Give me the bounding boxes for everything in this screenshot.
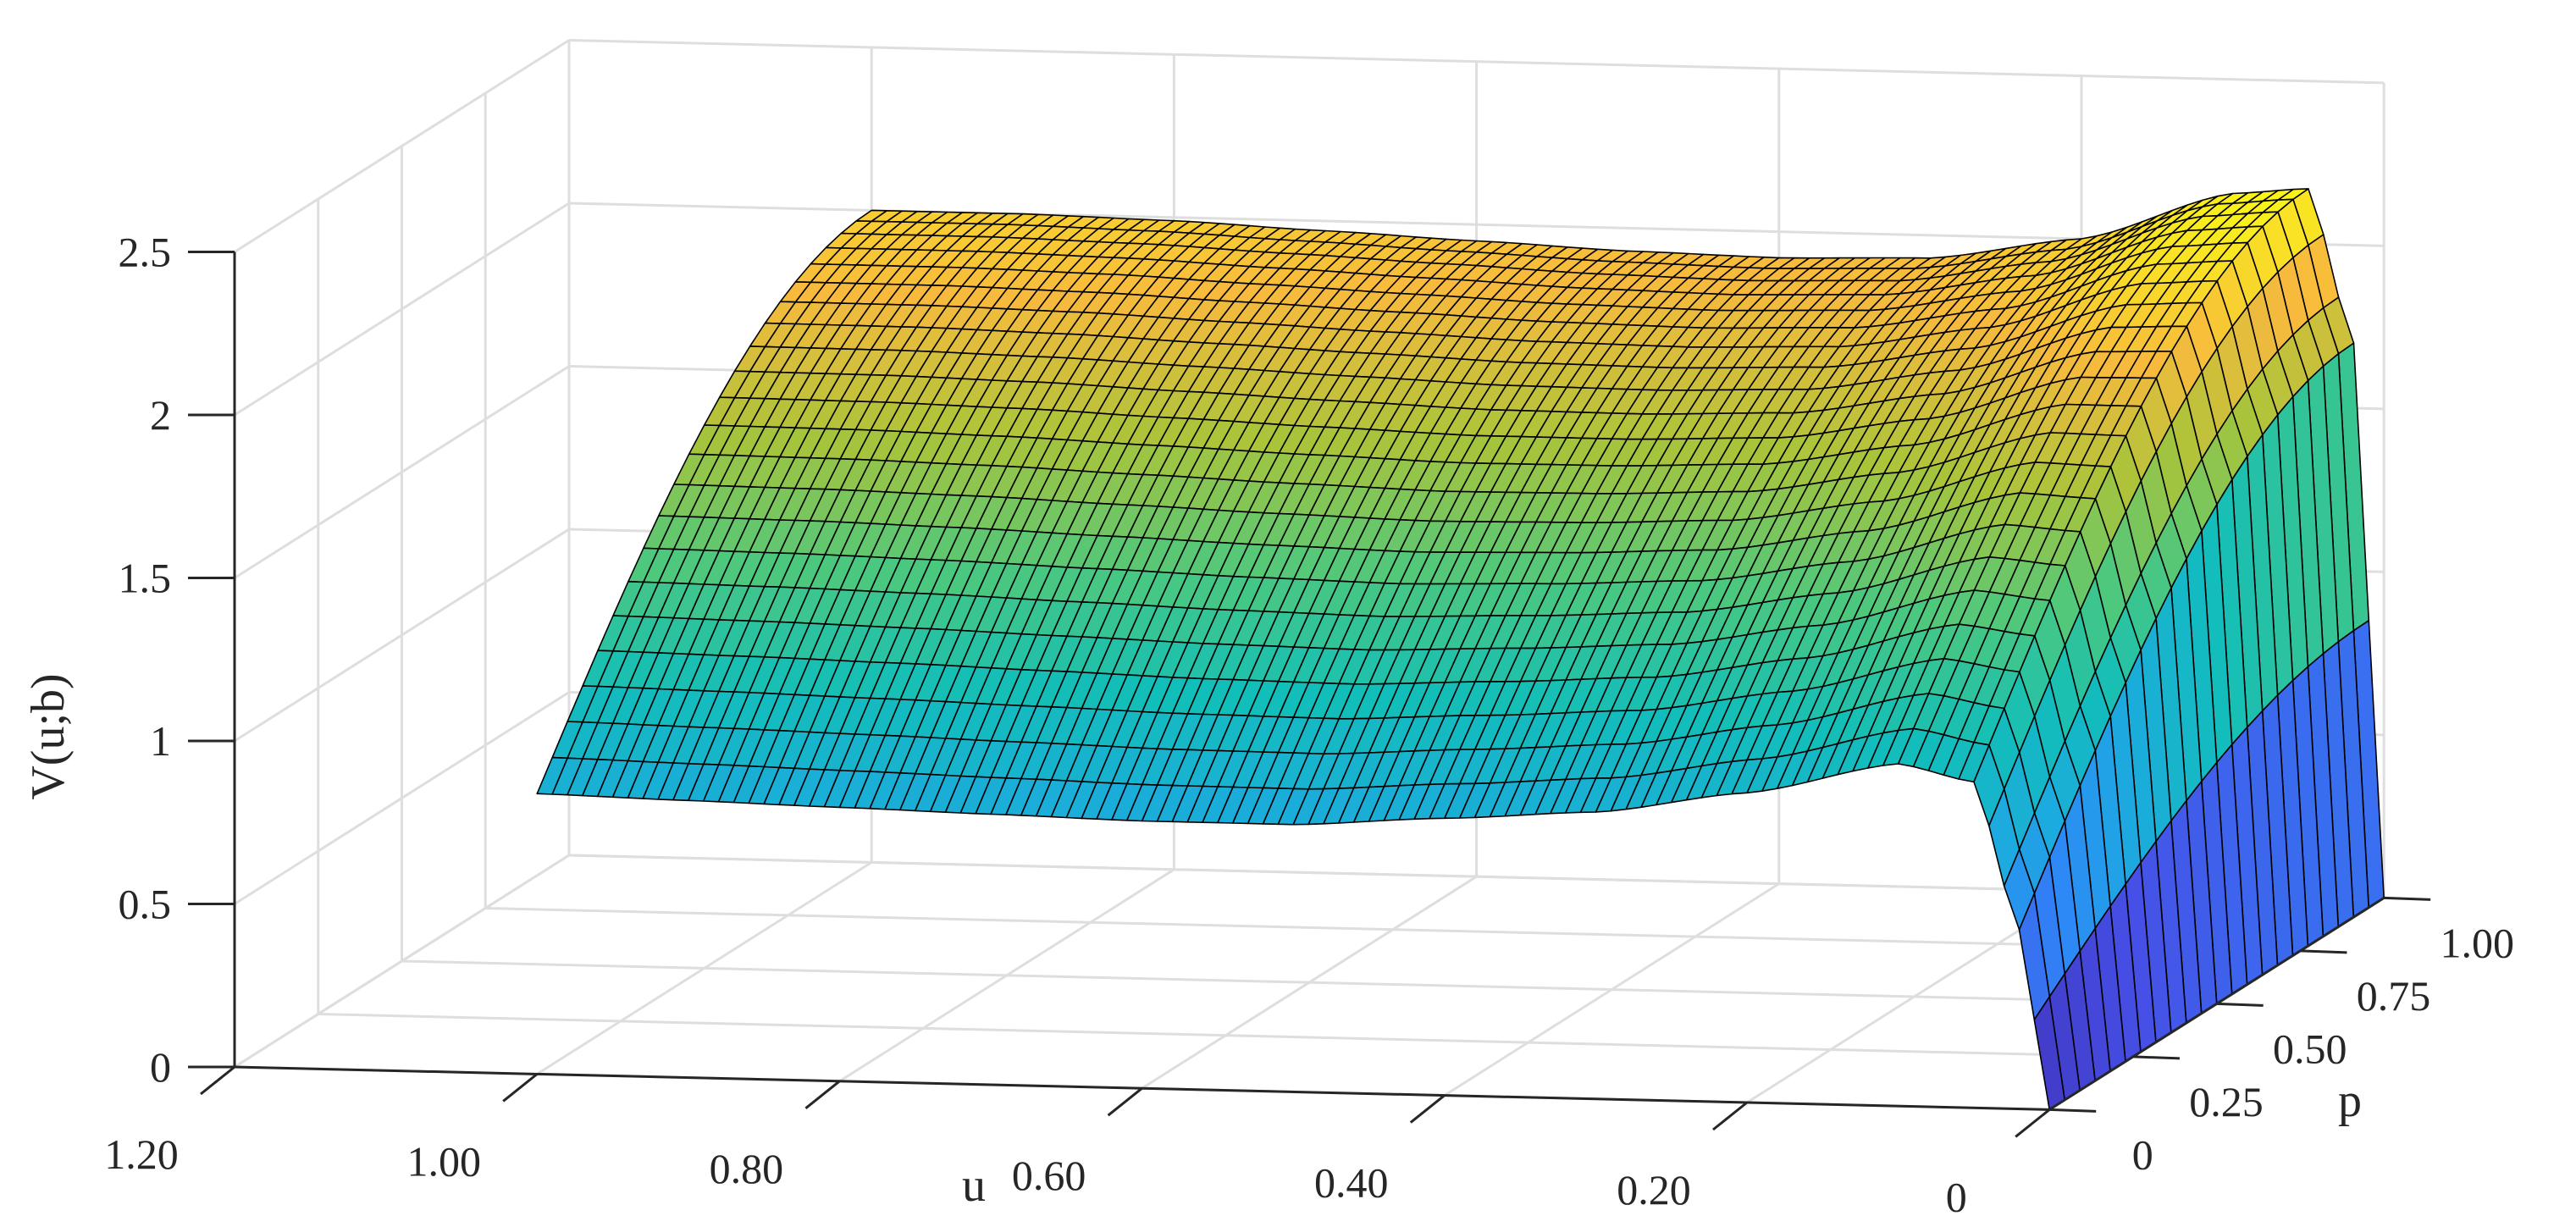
grid-line bbox=[234, 528, 570, 743]
p-tick bbox=[2384, 896, 2431, 901]
grid-line bbox=[234, 365, 570, 579]
u-tick bbox=[1107, 1087, 1143, 1117]
axis-labels: V(u;b) u p bbox=[22, 673, 2362, 1212]
u-tick-label: 0 bbox=[1946, 1173, 1967, 1220]
u-tick-label: 0.60 bbox=[1012, 1152, 1086, 1199]
z-tick-label: 0 bbox=[150, 1043, 171, 1091]
grid-line bbox=[568, 39, 2385, 85]
p-tick-label: 0.50 bbox=[2273, 1025, 2347, 1072]
u-tick bbox=[1712, 1101, 1748, 1131]
axes: 0 0.5 1 1.5 2 2.5 1.20 1.00 0.80 0.60 0.40 0.20 0 0 0.… bbox=[104, 229, 2514, 1221]
grid-line bbox=[234, 39, 570, 253]
z-tick-label: 1 bbox=[150, 717, 171, 765]
u-tick-label: 1.20 bbox=[104, 1130, 179, 1178]
p-tick-label: 0 bbox=[2132, 1130, 2153, 1178]
z-tick-label: 0.5 bbox=[119, 881, 172, 928]
z-tick-label: 2 bbox=[150, 391, 171, 439]
surface-mesh bbox=[536, 188, 2385, 1111]
u-tick bbox=[1409, 1094, 1446, 1124]
grid-line bbox=[234, 202, 570, 417]
z-tick-label: 1.5 bbox=[119, 555, 172, 602]
p-tick bbox=[2049, 1108, 2097, 1113]
p-tick bbox=[2216, 1002, 2264, 1007]
grid-line bbox=[401, 959, 2217, 1005]
grid-line bbox=[318, 1013, 2133, 1058]
p-tick-label: 0.75 bbox=[2357, 972, 2431, 1020]
grid-line bbox=[234, 691, 570, 905]
u-tick bbox=[2015, 1108, 2051, 1138]
p-tick bbox=[2300, 949, 2347, 954]
u-tick-label: 1.00 bbox=[406, 1137, 481, 1185]
surface-patch bbox=[536, 756, 568, 795]
p-tick-label: 1.00 bbox=[2440, 919, 2514, 966]
u-tick-label: 0.20 bbox=[1617, 1166, 1691, 1213]
u-tick bbox=[200, 1065, 235, 1096]
p-tick bbox=[2132, 1055, 2181, 1060]
p-tick-label: 0.25 bbox=[2189, 1078, 2264, 1125]
z-axis-label: V(u;b) bbox=[22, 673, 75, 799]
u-tick-label: 0.80 bbox=[710, 1145, 784, 1192]
u-tick-label: 0.40 bbox=[1314, 1159, 1389, 1207]
grid-line bbox=[485, 907, 2301, 953]
u-tick bbox=[502, 1073, 539, 1103]
z-tick-label: 2.5 bbox=[119, 229, 172, 276]
u-tick bbox=[804, 1080, 841, 1109]
u-axis-label: u bbox=[962, 1159, 986, 1212]
p-axis-label: p bbox=[2338, 1075, 2362, 1127]
